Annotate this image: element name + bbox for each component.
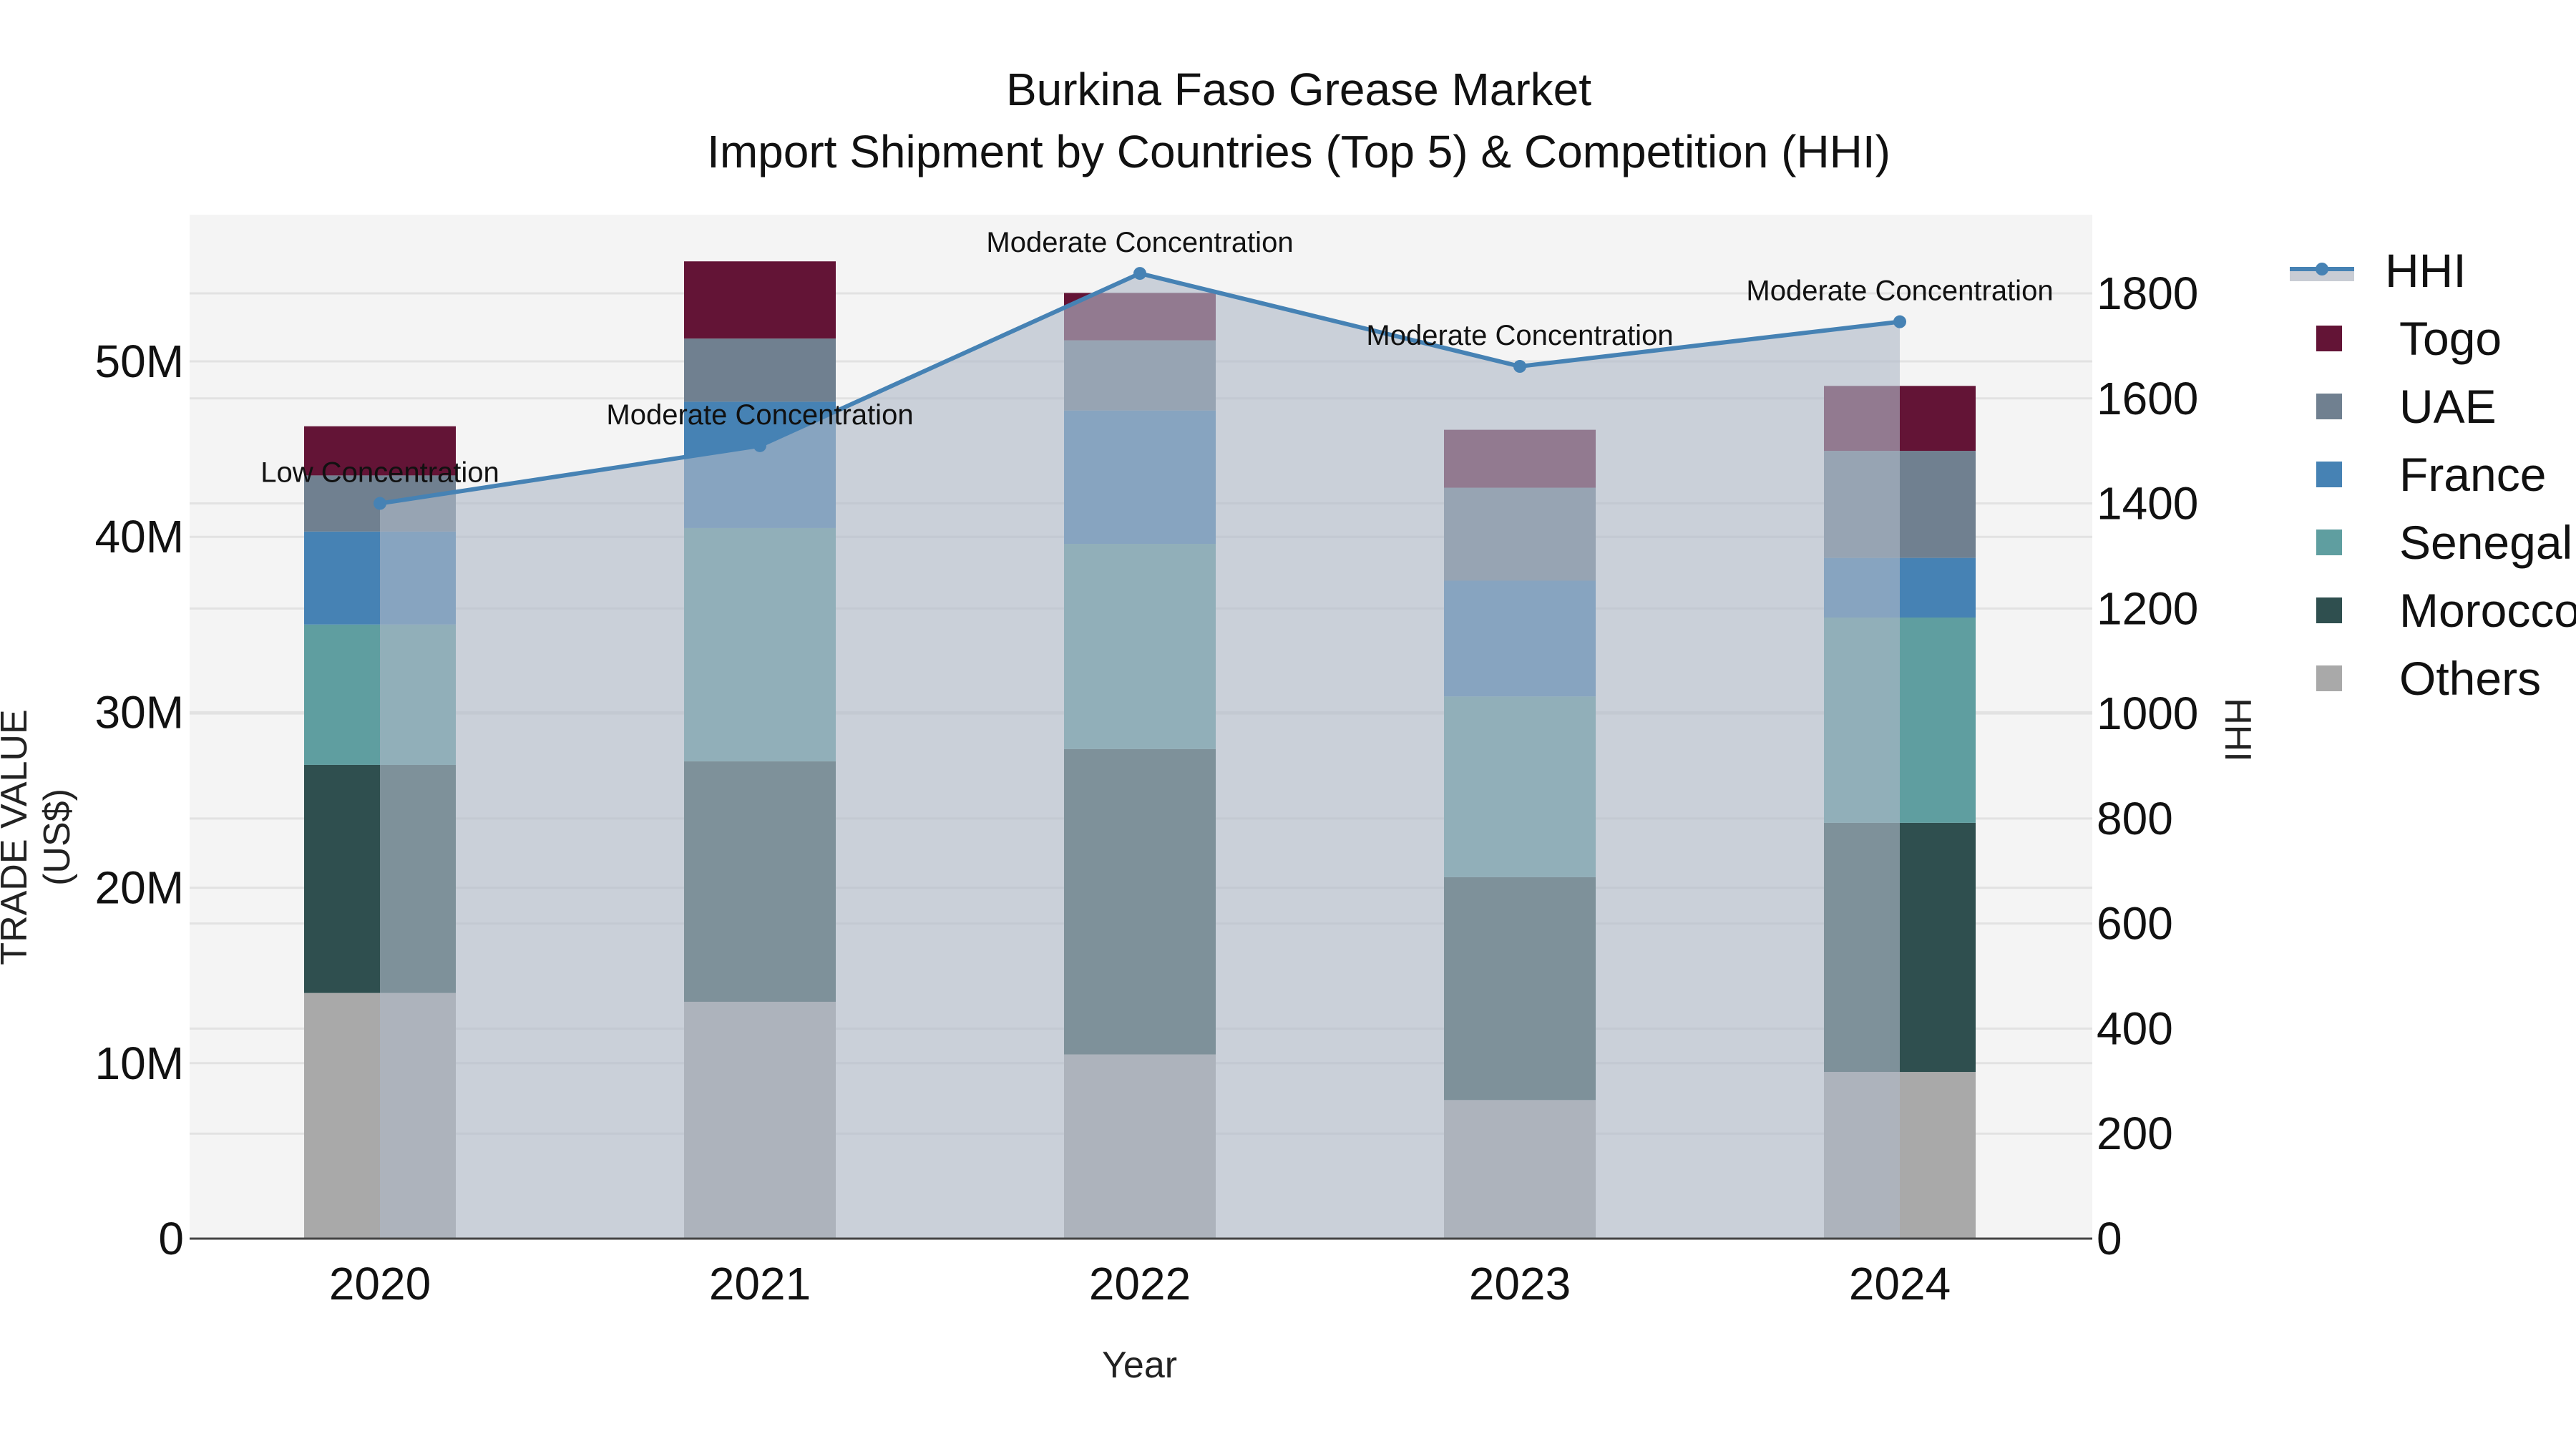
hhi-annotation: Low Concentration [260, 457, 499, 489]
y-right-tick: 0 [2097, 1213, 2122, 1264]
y-right-tick: 800 [2097, 793, 2173, 844]
others-swatch-icon [2316, 665, 2342, 691]
hhi-point[interactable] [1513, 360, 1526, 374]
morocco-swatch-icon [2316, 597, 2342, 623]
hhi-annotation: Moderate Concentration [1746, 275, 2053, 307]
y-right-tick: 1400 [2097, 478, 2198, 530]
legend-item-senegal[interactable]: Senegal [2290, 508, 2576, 576]
y-right-tick: 1800 [2097, 268, 2198, 319]
x-tick: 2024 [1849, 1258, 1951, 1309]
legend-item-france[interactable]: France [2290, 440, 2576, 508]
legend-label: Togo [2399, 311, 2502, 365]
togo-swatch-icon [2316, 325, 2342, 351]
y-left-tick: 50M [95, 336, 185, 387]
y-right-tick: 1600 [2097, 373, 2198, 424]
y-left-tick: 10M [95, 1038, 185, 1089]
chart-title: Burkina Faso Grease Market [1005, 64, 1592, 115]
hhi-annotation: Moderate Concentration [986, 227, 1293, 258]
x-axis-title: Year [1102, 1345, 1178, 1386]
hhi-point[interactable] [374, 497, 386, 510]
x-tick: 2020 [329, 1258, 431, 1309]
y-right-axis-title: HHI [2216, 698, 2258, 762]
legend-item-morocco[interactable]: Morocco [2290, 576, 2576, 644]
chart-subtitle: Import Shipment by Countries (Top 5) & C… [707, 126, 1890, 177]
legend-item-hhi[interactable]: HHI [2290, 236, 2576, 304]
x-tick: 2023 [1469, 1258, 1571, 1309]
hhi-point[interactable] [1893, 315, 1906, 328]
france-swatch-icon [2316, 461, 2342, 487]
legend-item-others[interactable]: Others [2290, 644, 2576, 712]
bar-segment-uae[interactable] [684, 338, 836, 402]
hhi-area [380, 273, 1900, 1239]
y-right-tick: 400 [2097, 1002, 2173, 1054]
x-tick: 2021 [709, 1258, 811, 1309]
y-left-tick: 30M [95, 686, 185, 738]
hhi-line-icon [2290, 260, 2354, 281]
y-right-tick: 200 [2097, 1108, 2173, 1159]
bar-segment-togo[interactable] [304, 426, 456, 476]
senegal-swatch-icon [2316, 529, 2342, 555]
y-left-axis-title: TRADE VALUE (US$) [0, 709, 78, 965]
hhi-annotation: Moderate Concentration [1366, 320, 1673, 351]
hhi-annotation: Moderate Concentration [606, 399, 913, 431]
legend-label: France [2399, 447, 2547, 501]
legend: HHI Togo UAE France Senegal Morocco Othe… [2290, 236, 2576, 712]
legend-label: Others [2399, 651, 2542, 705]
y-left-tick: 20M [95, 862, 185, 914]
legend-label: Morocco [2399, 583, 2576, 637]
x-tick: 2022 [1089, 1258, 1191, 1309]
legend-label: UAE [2399, 379, 2497, 433]
legend-item-togo[interactable]: Togo [2290, 304, 2576, 372]
uae-swatch-icon [2316, 393, 2342, 419]
hhi-point[interactable] [1133, 267, 1146, 280]
y-left-tick: 40M [95, 511, 185, 562]
bar-segment-togo[interactable] [684, 261, 836, 339]
legend-label: Senegal [2399, 515, 2573, 569]
y-left-tick: 0 [158, 1213, 184, 1264]
y-right-tick: 1200 [2097, 582, 2198, 634]
hhi-point[interactable] [753, 439, 766, 452]
y-right-tick: 600 [2097, 898, 2173, 950]
y-right-tick: 1000 [2097, 688, 2198, 739]
legend-item-uae[interactable]: UAE [2290, 372, 2576, 440]
legend-label: HHI [2385, 243, 2467, 297]
